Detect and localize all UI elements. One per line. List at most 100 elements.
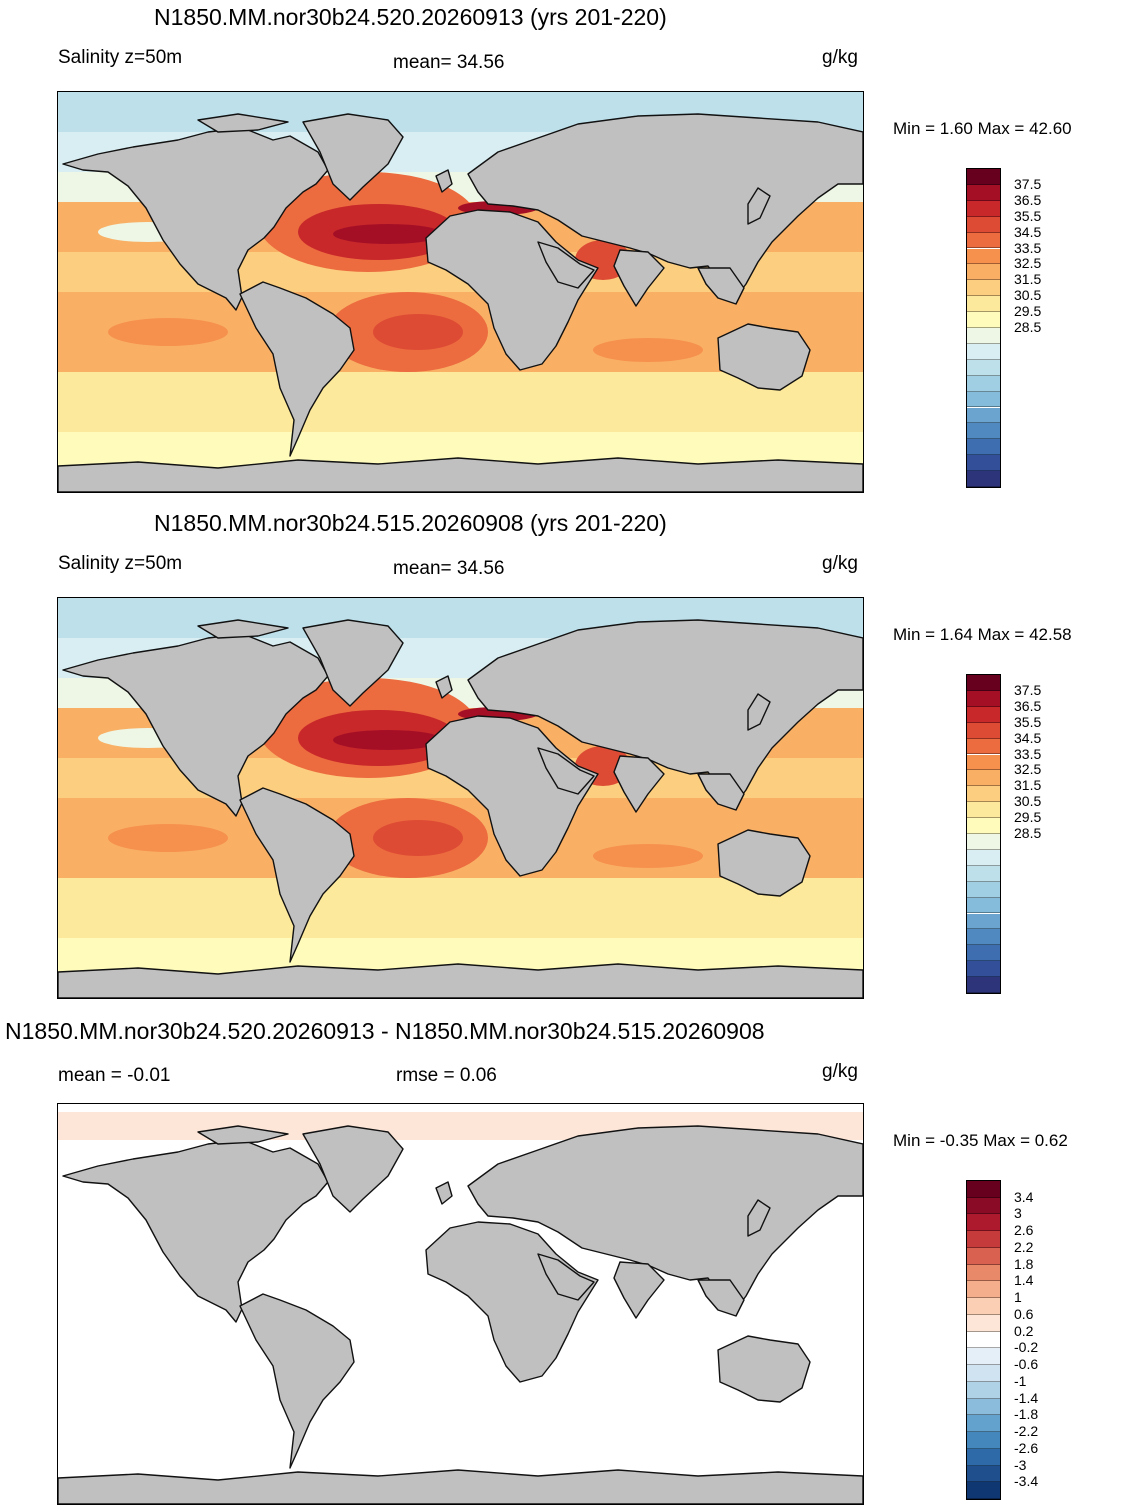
japan-landmass	[747, 693, 771, 731]
colorbar-tick-label: 36.5	[1014, 697, 1042, 714]
colorbar-swatch	[967, 818, 1000, 834]
colorbar-swatch	[967, 690, 1000, 707]
colorbar-tick-label: -1.4	[1014, 1389, 1039, 1406]
panel-3-title: N1850.MM.nor30b24.520.20260913 - N1850.M…	[5, 1018, 765, 1044]
seasia-landmass	[697, 1279, 745, 1317]
colorbar-tick-label: 0.6	[1014, 1305, 1034, 1322]
arabia-landmass	[537, 241, 595, 289]
colorbar-swatch	[967, 738, 1000, 755]
colorbar-swatch	[967, 200, 1000, 217]
colorbar-swatch	[967, 375, 1000, 392]
panel-1-map	[57, 91, 864, 493]
colorbar-tick-label: 3.4	[1014, 1188, 1034, 1205]
colorbar-swatch	[967, 754, 1000, 771]
colorbar-swatch	[967, 1381, 1000, 1399]
colorbar-tick-label: 30.5	[1014, 287, 1042, 304]
colorbar-boxes	[966, 1180, 1001, 1500]
samerica-landmass	[239, 1293, 355, 1469]
colorbar-tick-label: -1	[1014, 1372, 1027, 1389]
colorbar-swatch	[967, 945, 1000, 962]
colorbar-tick-label: 34.5	[1014, 729, 1042, 746]
colorbar-swatch	[967, 296, 1000, 313]
colorbar-swatch	[967, 391, 1000, 408]
colorbar-swatch	[967, 232, 1000, 249]
colorbar-swatch	[967, 1365, 1000, 1382]
colorbar-swatch	[967, 280, 1000, 297]
colorbar-swatch	[967, 1214, 1000, 1232]
colorbar-tick-label: -0.2	[1014, 1339, 1039, 1356]
southern-ocean-band	[58, 878, 863, 938]
colorbar-swatch	[967, 1348, 1000, 1366]
greenland-landmass	[302, 619, 404, 707]
colorbar-tick-label: 2.6	[1014, 1222, 1034, 1239]
colorbar-tick-label: -3.4	[1014, 1473, 1039, 1490]
colorbar-swatch	[967, 897, 1000, 914]
colorbar-swatch	[967, 1415, 1000, 1433]
south-atlantic-core	[373, 820, 463, 856]
panel-1-minmax: Min = 1.60 Max = 42.60	[893, 119, 1072, 138]
panel-3-minmax: Min = -0.35 Max = 0.62	[893, 1131, 1068, 1150]
colorbar-swatch	[967, 471, 1000, 487]
colorbar-swatch	[967, 312, 1000, 328]
antarctica-landmass	[58, 1469, 863, 1504]
colorbar-swatch	[967, 1264, 1000, 1282]
colorbar-swatch	[967, 1298, 1000, 1315]
panel-3-map	[57, 1103, 864, 1505]
colorbar-tick-label: 28.5	[1014, 825, 1042, 841]
colorbar-boxes	[966, 674, 1001, 994]
panel-1-colorbar: 37.5 36.5 35.5 34.5 33.5 32.5 31.5 30.5 29.5 28.5	[966, 168, 1076, 488]
colorbar-tick-label: -2.2	[1014, 1423, 1039, 1440]
greenland-landmass	[302, 1125, 404, 1213]
seasia-landmass	[697, 773, 745, 811]
colorbar-swatch	[967, 675, 1000, 691]
australia-landmass	[717, 1335, 811, 1403]
colorbar-swatch	[967, 961, 1000, 978]
colorbar-tick-label: 29.5	[1014, 809, 1042, 826]
colorbar-swatch	[967, 1448, 1000, 1466]
colorbar-boxes	[966, 168, 1001, 488]
greenland-landmass	[302, 113, 404, 201]
colorbar-swatch	[967, 455, 1000, 472]
panel-3-mean-label: mean = -0.01	[58, 1065, 171, 1086]
colorbar-tick-label: 3	[1014, 1205, 1022, 1222]
colorbar-swatch	[967, 1432, 1000, 1449]
colorbar-swatch	[967, 359, 1000, 376]
colorbar-swatch	[967, 929, 1000, 946]
north-atlantic-max	[333, 224, 443, 244]
colorbar-swatch	[967, 328, 1000, 344]
colorbar-swatch	[967, 407, 1000, 424]
colorbar-tick-label: -1.8	[1014, 1406, 1039, 1423]
colorbar-swatch	[967, 1281, 1000, 1299]
panel-2-map	[57, 597, 864, 999]
japan-landmass	[747, 187, 771, 225]
colorbar-tick-label: -3	[1014, 1456, 1027, 1473]
colorbar-swatch	[967, 1247, 1000, 1265]
panel-2-variable-label: Salinity z=50m	[58, 553, 183, 574]
colorbar-swatch	[967, 1331, 1000, 1349]
colorbar-swatch	[967, 1231, 1000, 1248]
india-landmass	[613, 1261, 665, 1319]
eurasia-landmass	[467, 113, 863, 301]
colorbar-swatch	[967, 706, 1000, 723]
colorbar-swatch	[967, 834, 1000, 850]
colorbar-swatch	[967, 439, 1000, 456]
colorbar-swatch	[967, 802, 1000, 819]
colorbar-swatch	[967, 786, 1000, 803]
colorbar-tick-label: 28.5	[1014, 319, 1042, 335]
colorbar-swatch	[967, 770, 1000, 787]
arcticisles-landmass	[197, 619, 289, 639]
panel-1-title: N1850.MM.nor30b24.520.20260913 (yrs 201-…	[154, 4, 667, 30]
uk-landmass	[435, 169, 453, 193]
colorbar-tick-label: 30.5	[1014, 793, 1042, 810]
panel-3-rmse-label: rmse = 0.06	[396, 1065, 497, 1086]
panel-1-mean-label: mean= 34.56	[393, 52, 505, 73]
colorbar-swatch	[967, 1465, 1000, 1483]
australia-landmass	[717, 829, 811, 897]
south-atlantic-core	[373, 314, 463, 350]
colorbar-tick-label: 37.5	[1014, 681, 1042, 698]
colorbar-tick-label: -2.6	[1014, 1439, 1039, 1456]
colorbar-swatch	[967, 865, 1000, 882]
antarctica-landmass	[58, 963, 863, 998]
colorbar-swatch	[967, 1398, 1000, 1416]
colorbar-swatch	[967, 1197, 1000, 1215]
